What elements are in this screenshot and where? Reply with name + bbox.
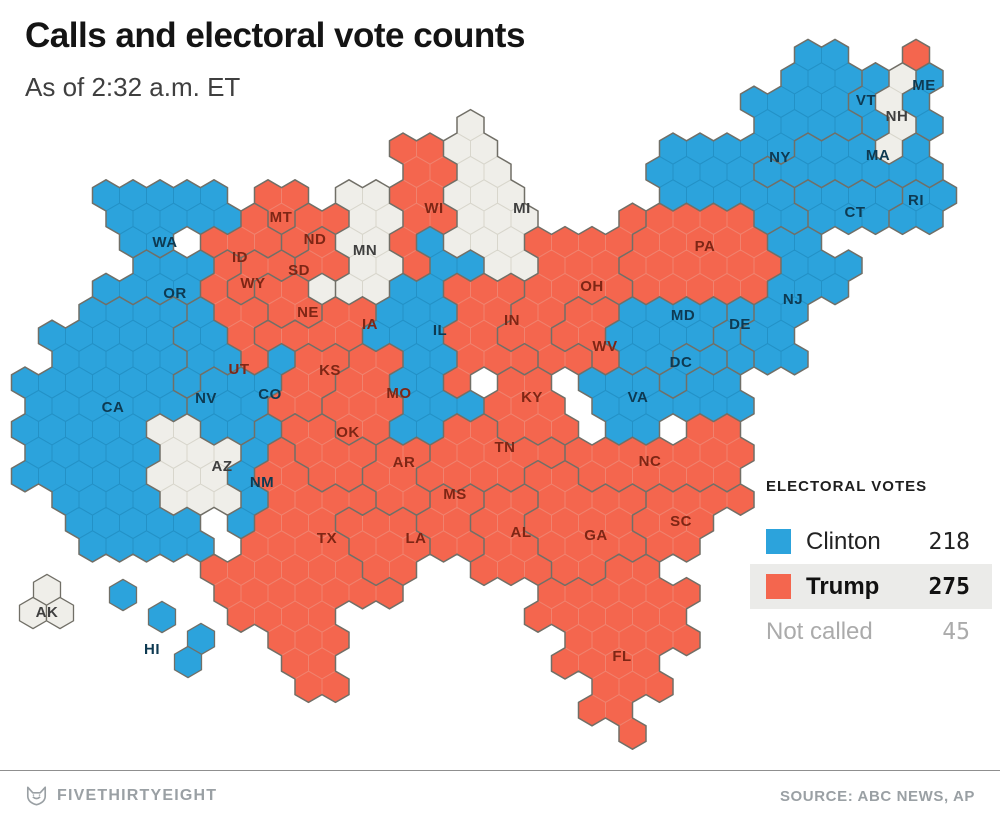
state-label-NH: NH xyxy=(886,108,909,125)
legend-row-trump: Trump 275 xyxy=(750,564,992,609)
state-label-KY: KY xyxy=(521,389,543,406)
legend-value-not-called: 45 xyxy=(942,618,970,645)
state-label-OK: OK xyxy=(336,424,360,441)
state-label-WA: WA xyxy=(152,234,177,251)
state-label-SC: SC xyxy=(670,513,692,530)
state-label-CA: CA xyxy=(102,399,125,416)
state-boundaries xyxy=(10,38,958,750)
state-label-WI: WI xyxy=(424,200,443,217)
page-subtitle: As of 2:32 a.m. ET xyxy=(25,72,241,102)
state-label-DC: DC xyxy=(670,354,693,371)
state-label-MN: MN xyxy=(353,242,377,259)
state-label-UT: UT xyxy=(229,361,250,378)
brand-name: FIVETHIRTYEIGHT xyxy=(57,787,218,804)
state-label-ND: ND xyxy=(304,231,327,248)
state-label-RI: RI xyxy=(908,192,924,209)
state-label-SD: SD xyxy=(288,262,310,279)
state-hex-AK xyxy=(45,596,75,630)
state-label-IL: IL xyxy=(433,322,447,339)
state-label-WY: WY xyxy=(240,275,265,292)
page-title: Calls and electoral vote counts xyxy=(25,16,525,55)
state-label-OH: OH xyxy=(580,278,604,295)
state-label-TN: TN xyxy=(495,439,516,456)
state-label-VA: VA xyxy=(628,389,649,406)
state-label-CO: CO xyxy=(258,386,282,403)
state-label-AZ: AZ xyxy=(212,458,233,475)
state-label-AR: AR xyxy=(393,454,416,471)
footer: FIVETHIRTYEIGHT SOURCE: ABC NEWS, AP xyxy=(0,770,1000,807)
legend-label-trump: Trump xyxy=(806,572,880,600)
legend-row-clinton: Clinton 218 xyxy=(750,519,992,564)
state-label-NC: NC xyxy=(639,453,662,470)
source-text: SOURCE: ABC NEWS, AP xyxy=(779,787,975,805)
state-label-LA: LA xyxy=(406,530,427,547)
state-label-NM: NM xyxy=(250,474,274,491)
state-label-MO: MO xyxy=(386,385,411,402)
legend-heading: ELECTORAL VOTES xyxy=(766,478,928,495)
state-label-GA: GA xyxy=(584,527,608,544)
state-label-AL: AL xyxy=(511,524,532,541)
legend-label-clinton: Clinton xyxy=(806,527,881,555)
fivethirtyeight-fox-logo-icon xyxy=(25,785,48,807)
state-label-MA: MA xyxy=(866,147,890,164)
state-label-NY: NY xyxy=(769,149,791,166)
state-label-DE: DE xyxy=(729,316,751,333)
legend-value-clinton: 218 xyxy=(928,528,970,555)
state-label-VT: VT xyxy=(856,92,876,109)
state-label-NV: NV xyxy=(195,390,217,407)
state-label-PA: PA xyxy=(695,238,716,255)
state-label-MD: MD xyxy=(671,307,695,324)
state-label-NE: NE xyxy=(297,304,319,321)
trump-swatch xyxy=(766,574,791,599)
brand: FIVETHIRTYEIGHT xyxy=(25,785,217,807)
state-label-FL: FL xyxy=(612,648,631,665)
clinton-swatch xyxy=(766,529,791,554)
state-label-KS: KS xyxy=(319,362,341,379)
legend-label-not-called: Not called xyxy=(766,617,873,645)
state-label-WV: WV xyxy=(592,338,617,355)
legend-value-trump: 275 xyxy=(928,573,970,600)
legend: ELECTORAL VOTES Clinton 218 Trump 275 No… xyxy=(750,478,992,654)
state-label-MS: MS xyxy=(443,486,467,503)
state-hex-HI xyxy=(147,600,177,634)
state-label-OR: OR xyxy=(163,285,187,302)
state-label-AK: AK xyxy=(36,604,59,621)
legend-row-not-called: Not called 45 xyxy=(750,609,992,654)
state-label-ID: ID xyxy=(232,249,248,266)
state-label-HI: HI xyxy=(144,641,160,658)
state-label-MI: MI xyxy=(513,200,531,217)
state-label-TX: TX xyxy=(317,530,337,547)
state-label-ME: ME xyxy=(912,77,936,94)
hex-cartogram: WA OR CA NV ID MT WY UT CO AZ NM ND SD NE KS OK TX MN IA MO… xyxy=(10,38,958,750)
state-label-IA: IA xyxy=(362,316,378,333)
state-label-MT: MT xyxy=(270,209,293,226)
state-hex-HI xyxy=(173,645,203,679)
state-label-NJ: NJ xyxy=(783,291,803,308)
state-hex-HI xyxy=(108,578,138,612)
state-label-IN: IN xyxy=(504,312,520,329)
state-label-CT: CT xyxy=(845,204,866,221)
